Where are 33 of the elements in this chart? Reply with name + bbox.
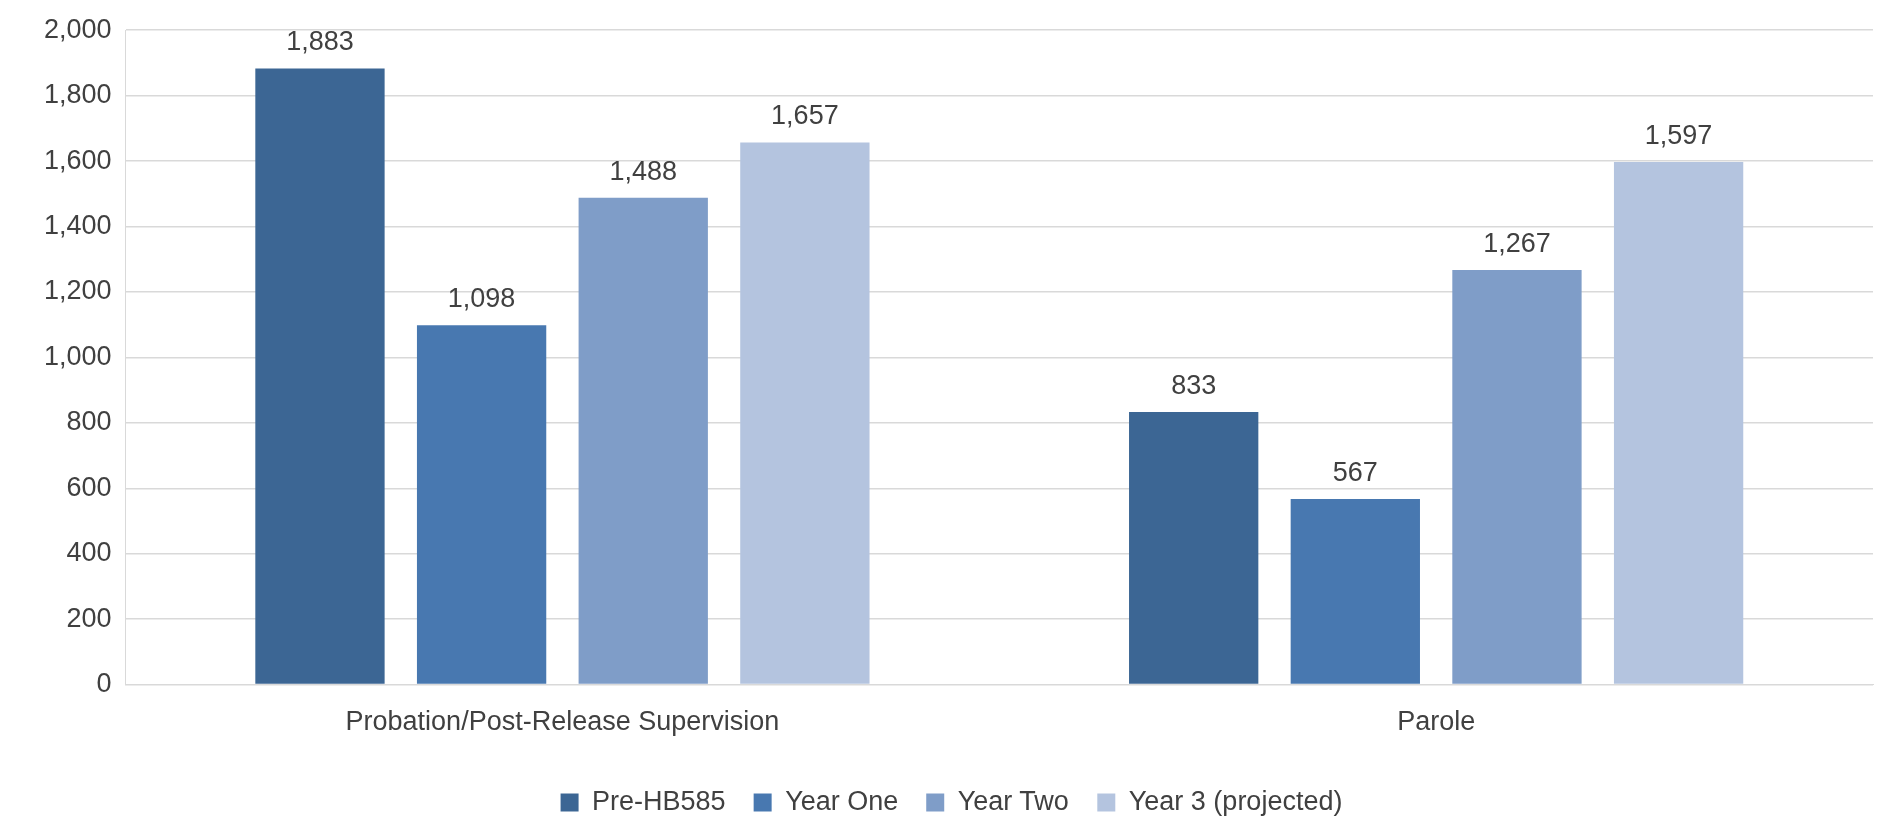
y-tick-label: 400 — [66, 537, 112, 568]
bar — [578, 197, 708, 684]
data-label: 1,597 — [1644, 120, 1713, 151]
bar — [1129, 412, 1259, 684]
y-tick-label: 600 — [66, 471, 112, 502]
data-label: 1,883 — [286, 26, 354, 57]
y-tick-label: 200 — [66, 602, 112, 633]
y-tick-label: 1,200 — [43, 275, 112, 306]
data-label: 567 — [1332, 457, 1378, 488]
y-tick-label: 1,000 — [43, 340, 112, 371]
y-tick-label: 0 — [96, 668, 112, 699]
legend-label: Year One — [785, 785, 899, 816]
y-tick-label: 1,800 — [43, 79, 112, 110]
y-tick-label: 1,400 — [43, 209, 112, 240]
bar — [416, 325, 547, 684]
legend-label: Year 3 (projected) — [1128, 785, 1343, 816]
bar — [740, 142, 870, 684]
data-label: 1,098 — [447, 283, 516, 314]
data-label: 833 — [1171, 370, 1217, 400]
data-label: 1,488 — [609, 155, 678, 186]
bar — [1613, 162, 1744, 684]
data-label: 1,657 — [771, 100, 839, 131]
x-tick-label: Probation/Post-Release Supervision — [345, 706, 780, 737]
y-tick-label: 2,000 — [43, 13, 112, 44]
data-label: 1,267 — [1483, 227, 1551, 258]
bar — [1290, 499, 1420, 684]
y-tick-label: 1,600 — [43, 144, 112, 175]
legend-label: Pre-HB585 — [592, 785, 726, 816]
x-tick-label: Parole — [1397, 706, 1476, 737]
legend-label: Year Two — [957, 785, 1069, 816]
bar — [1452, 270, 1582, 684]
bar — [255, 68, 385, 684]
y-tick-label: 800 — [66, 406, 112, 437]
